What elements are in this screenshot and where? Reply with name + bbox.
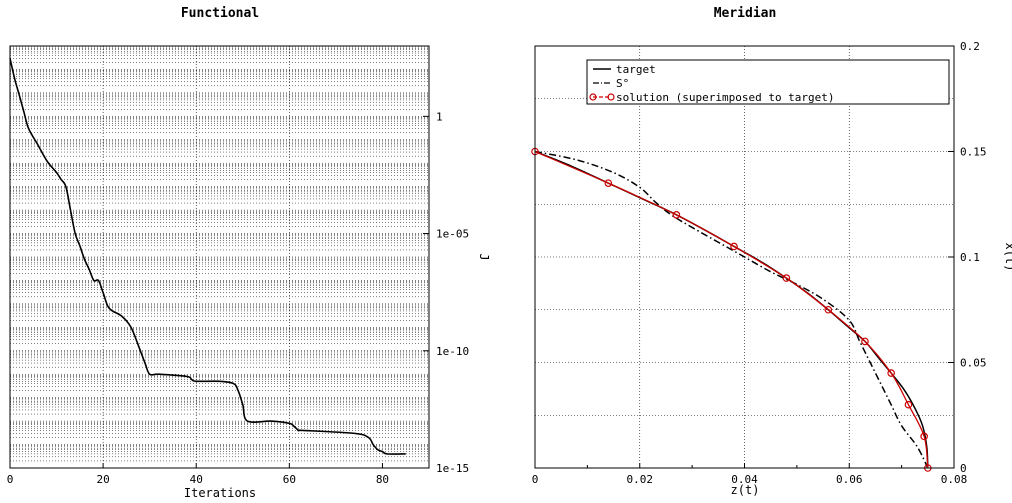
x-tick-label: 60 xyxy=(283,473,296,486)
functional-series xyxy=(9,58,406,455)
solution-marker xyxy=(604,179,613,187)
meridian-title: Meridian xyxy=(714,6,777,21)
y-tick-label: 1e-15 xyxy=(436,462,469,475)
y-tick-label: 0.2 xyxy=(960,40,980,53)
functional-x-ticks: 0 20 40 60 80 xyxy=(7,463,389,486)
legend-marker-solution-1 xyxy=(589,93,597,101)
x-tick-label: 40 xyxy=(190,473,203,486)
y-tick-label: 1e-10 xyxy=(436,345,469,358)
meridian-chart: Meridian 0 0.02 0.04 0.06 0.08 00.050.10.150… xyxy=(531,6,1012,497)
solution-marker xyxy=(861,337,869,346)
legend-label-solution: solution (superimposed to target) xyxy=(616,91,835,104)
x-tick-label: 0 xyxy=(532,473,539,486)
functional-x-label: Iterations xyxy=(184,486,256,500)
solution-marker xyxy=(730,242,738,251)
meridian-y-ticks: 0 0.05 0.1 0.15 0.2 xyxy=(948,40,987,475)
legend-label-target: target xyxy=(616,63,656,76)
y-tick-label: 0.05 xyxy=(960,357,987,370)
solution-marker xyxy=(920,432,928,441)
functional-y-label: J xyxy=(477,253,491,260)
meridian-series xyxy=(531,147,932,472)
solution-marker xyxy=(672,211,681,219)
y-tick-label: 0.1 xyxy=(960,251,980,264)
meridian-grid xyxy=(535,46,954,468)
x-tick-label: 80 xyxy=(376,473,389,486)
x-tick-label: 0.04 xyxy=(731,473,758,486)
functional-title: Functional xyxy=(181,6,259,21)
meridian-x-label: z(t) xyxy=(731,483,760,497)
solution-marker xyxy=(887,369,895,377)
x-tick-label: 0 xyxy=(7,473,14,486)
functional-y-ticks: 1 1e-05 1e-10 1e-15 xyxy=(423,110,469,475)
x-tick-label: 0.08 xyxy=(941,473,968,486)
meridian-legend: target S° solution (superimposed to targ… xyxy=(586,59,950,105)
functional-grid xyxy=(10,45,429,469)
meridian-x-ticks: 0 0.02 0.04 0.06 0.08 xyxy=(532,463,968,486)
y-tick-label: 0.15 xyxy=(960,146,987,159)
x-tick-label: 0.02 xyxy=(627,473,654,486)
functional-chart: Functional 0 20 40 60 80 1 1e-05 1e-10 1e-15 It… xyxy=(7,6,491,500)
x-tick-label: 0.06 xyxy=(836,473,863,486)
y-tick-label: 0 xyxy=(960,462,967,475)
functional-plot-frame xyxy=(9,45,430,469)
solution-marker xyxy=(824,305,833,314)
solution-marker xyxy=(782,274,791,282)
x-tick-label: 20 xyxy=(96,473,109,486)
meridian-y-label: x(t) xyxy=(1003,243,1012,272)
y-tick-label: 1e-05 xyxy=(436,228,469,241)
legend-box xyxy=(586,59,950,105)
series-line-s0 xyxy=(534,150,929,469)
y-tick-label: 1 xyxy=(436,110,443,123)
legend-marker-solution-2 xyxy=(607,93,615,101)
legend-label-s0: S° xyxy=(616,77,629,90)
solution-marker xyxy=(904,400,913,409)
series-line-functional xyxy=(9,58,406,455)
